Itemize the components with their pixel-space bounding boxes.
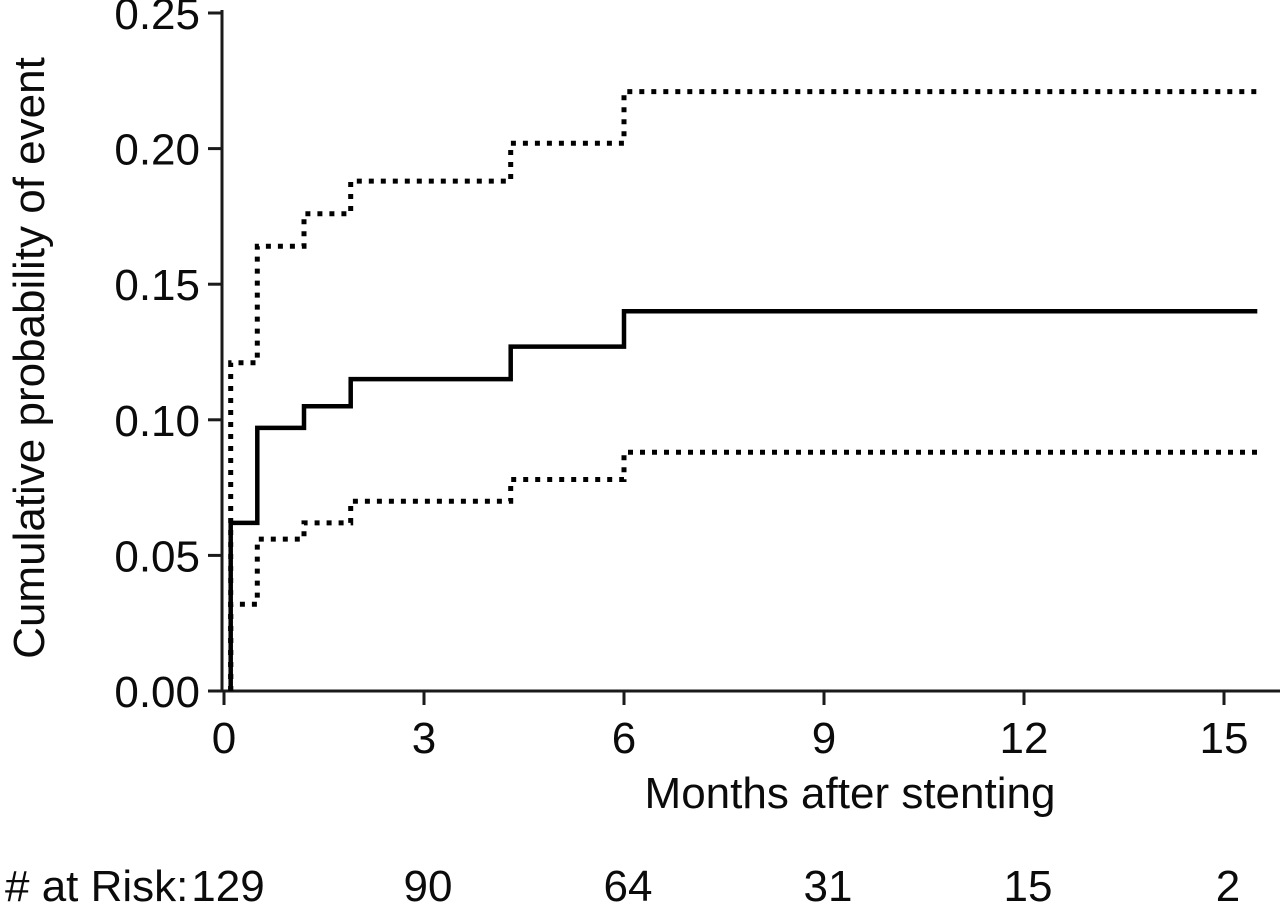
lower-ci-curve [228, 449, 1258, 691]
risk-count: 90 [404, 862, 453, 904]
x-tick-label: 15 [1200, 714, 1249, 763]
x-tick-label: 6 [612, 714, 636, 763]
x-tick-label: 3 [412, 714, 436, 763]
y-tick-label: 0.15 [114, 261, 200, 310]
x-tick-label: 9 [812, 714, 836, 763]
x-tick-label: 0 [212, 714, 236, 763]
y-tick-label: 0.25 [114, 0, 200, 39]
upper-ci-curve [228, 89, 1258, 691]
y-tick-label: 0.20 [114, 126, 200, 175]
x-axis-title: Months after stenting [645, 769, 1056, 818]
risk-count: 2 [1216, 862, 1240, 904]
risk-count: 129 [191, 862, 264, 904]
y-tick-label: 0.10 [114, 397, 200, 446]
risk-table-label: # at Risk: [5, 862, 188, 904]
risk-count: 64 [604, 862, 653, 904]
x-tick-label: 12 [1000, 714, 1049, 763]
y-tick-label: 0.05 [114, 532, 200, 581]
y-axis-title: Cumulative probability of event [5, 57, 54, 659]
y-tick-label: 0.00 [114, 668, 200, 717]
estimate-curve [228, 309, 1258, 691]
risk-count: 15 [1004, 862, 1053, 904]
risk-count: 31 [804, 862, 853, 904]
